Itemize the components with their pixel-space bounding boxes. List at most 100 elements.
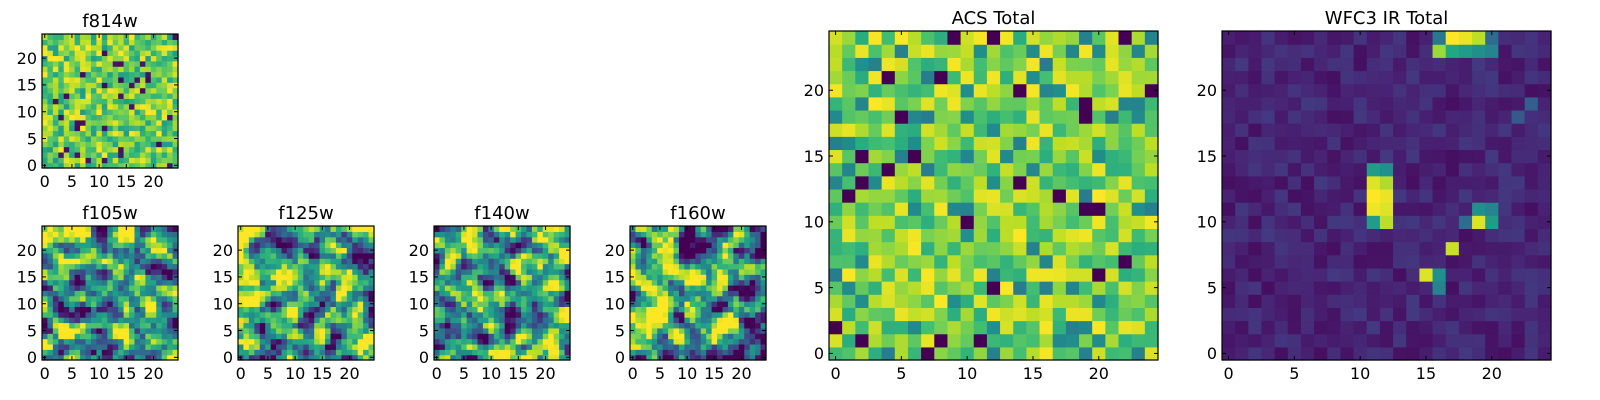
heatmap-cell <box>842 202 856 216</box>
heatmap-cell <box>172 295 179 302</box>
heatmap-cell <box>357 290 364 297</box>
heatmap-cell <box>1419 281 1434 295</box>
heatmap-cell <box>1092 228 1106 243</box>
heatmap-cell <box>254 349 261 356</box>
heatmap-cell <box>553 284 560 291</box>
heatmap-cell <box>1039 109 1054 124</box>
heatmap-cell <box>139 76 146 83</box>
heatmap-cell <box>1092 307 1106 322</box>
heatmap-cell <box>1039 57 1054 72</box>
heatmap-cell <box>635 306 642 313</box>
heatmap-cell <box>439 258 446 265</box>
heatmap-cell <box>1498 109 1513 124</box>
heatmap-cell <box>531 242 538 249</box>
heatmap-cell <box>74 338 81 345</box>
heatmap-cell <box>1327 96 1342 111</box>
heatmap-cell <box>1039 215 1054 229</box>
heatmap-cell <box>319 242 326 249</box>
heatmap-cell <box>145 151 152 158</box>
heatmap-cell <box>1000 202 1014 216</box>
heatmap-cell <box>325 343 332 350</box>
heatmap-cell <box>842 215 856 229</box>
heatmap-cell <box>80 333 87 340</box>
heatmap-cell <box>947 96 962 111</box>
heatmap-cell <box>1300 267 1315 282</box>
heatmap-cell <box>265 258 272 265</box>
heatmap-cell <box>270 290 277 297</box>
heatmap-cell <box>167 322 174 329</box>
heatmap-cell <box>455 263 462 270</box>
heatmap-cell <box>156 82 163 89</box>
heatmap-cell <box>855 202 870 216</box>
heatmap-cell <box>172 349 179 356</box>
heatmap-cell <box>640 258 647 265</box>
heatmap-cell <box>727 349 734 356</box>
heatmap-cell <box>1353 281 1368 295</box>
heatmap-cell <box>1105 241 1120 256</box>
heatmap-cell <box>90 55 97 62</box>
heatmap-cell <box>167 66 174 73</box>
heatmap-cell <box>700 322 707 329</box>
heatmap-cell <box>1524 333 1539 348</box>
heatmap-cell <box>363 242 370 249</box>
heatmap-cell <box>156 39 163 46</box>
heatmap-cell <box>42 44 49 51</box>
heatmap-cell <box>477 343 484 350</box>
heatmap-cell <box>749 349 756 356</box>
heatmap-cell <box>537 290 544 297</box>
heatmap-cell <box>1274 123 1289 137</box>
heatmap-cell <box>1445 202 1460 216</box>
heatmap-cell <box>167 311 174 318</box>
heatmap-cell <box>1039 31 1054 45</box>
heatmap-cell <box>868 57 883 72</box>
x-tick-label: 10 <box>1350 364 1370 383</box>
heatmap-cell <box>450 236 457 243</box>
heatmap-cell <box>711 343 718 350</box>
heatmap-cell <box>1379 70 1394 85</box>
heatmap-cell <box>1458 149 1473 164</box>
heatmap-cell <box>678 290 685 297</box>
heatmap-cell <box>1000 215 1014 229</box>
heatmap-cell <box>172 236 179 243</box>
heatmap-cell <box>635 349 642 356</box>
heatmap-cell <box>673 226 680 232</box>
heatmap-cell <box>881 267 896 282</box>
heatmap-cell <box>335 274 342 281</box>
panel-title: f105w <box>82 203 137 224</box>
heatmap-cell <box>504 290 511 297</box>
heatmap-cell <box>248 236 255 243</box>
heatmap-cell <box>259 284 266 291</box>
heatmap-cell <box>85 295 92 302</box>
heatmap-cell <box>855 136 870 151</box>
heatmap-cell <box>265 301 272 307</box>
heatmap-cell <box>238 343 245 350</box>
heatmap-cell <box>482 274 489 281</box>
heatmap-cell <box>1013 83 1027 98</box>
heatmap-cell <box>1079 307 1093 322</box>
heatmap-cell <box>717 242 724 249</box>
heatmap-cell <box>1118 281 1133 295</box>
heatmap-cell <box>129 82 136 89</box>
heatmap-cell <box>1144 175 1159 190</box>
heatmap-cell <box>63 50 70 57</box>
heatmap-cell <box>722 338 729 345</box>
heatmap-cell <box>738 333 745 340</box>
heatmap-cell <box>635 295 642 302</box>
heatmap-cell <box>1432 83 1447 98</box>
heatmap-cell <box>281 306 288 313</box>
heatmap-cell <box>1248 57 1263 72</box>
heatmap-cell <box>63 66 70 73</box>
heatmap-cell <box>760 333 767 340</box>
heatmap-cell <box>1222 31 1236 45</box>
heatmap-cell <box>749 301 756 307</box>
heatmap-cell <box>700 295 707 302</box>
heatmap-cell <box>738 242 745 249</box>
heatmap-cell <box>85 151 92 158</box>
heatmap-cell <box>63 39 70 46</box>
heatmap-cell <box>689 317 696 324</box>
heatmap-cell <box>112 39 119 46</box>
heatmap-cell <box>270 322 277 329</box>
heatmap-cell <box>363 258 370 265</box>
heatmap-cell <box>303 247 310 254</box>
heatmap-cell <box>559 268 566 275</box>
